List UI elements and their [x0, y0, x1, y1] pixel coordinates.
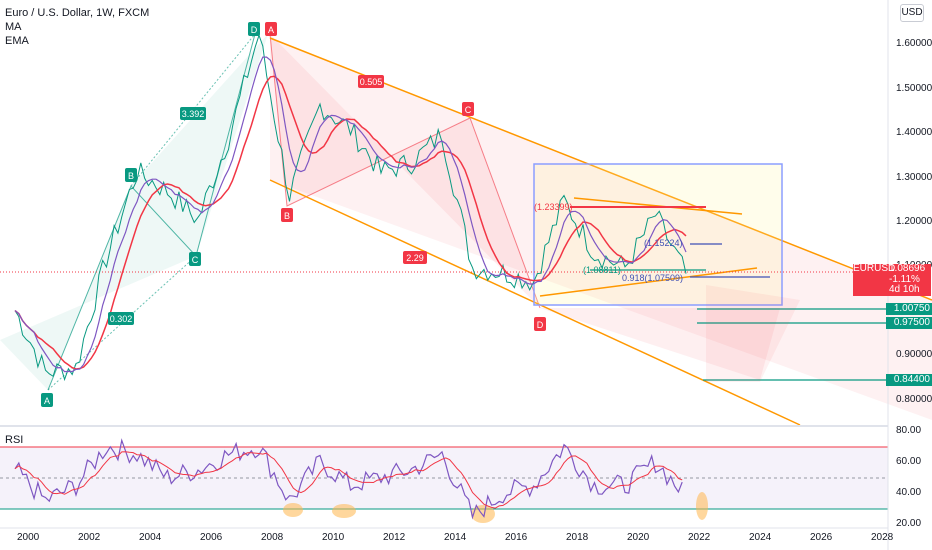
marker-c1-label: C — [192, 255, 199, 265]
descending-channel-fill — [270, 38, 932, 420]
time-axis-label: 2006 — [200, 532, 223, 543]
harmonic-bd-1 — [130, 33, 256, 187]
marker-b2 — [281, 208, 293, 222]
legend-ma[interactable]: MA — [5, 21, 22, 33]
marker-d2-label: D — [537, 320, 544, 330]
price-axis-label: 1.20000 — [896, 216, 932, 227]
marker-a2-label: A — [268, 25, 274, 35]
ema-line — [14, 56, 687, 373]
ratio-label-4 — [403, 251, 427, 264]
time-axis-label: 2000 — [17, 532, 40, 543]
legend-ema[interactable]: EMA — [5, 35, 29, 47]
level-tag-3: 0.84400 — [886, 374, 932, 386]
marker-b2-label: B — [284, 211, 290, 221]
ratio-label-3-text: 0.505 — [360, 77, 383, 87]
price-axis-label: 1.30000 — [896, 172, 932, 183]
ratio-label-1 — [108, 312, 134, 325]
channel-lower-line — [269, 179, 801, 426]
time-axis-label: 2008 — [261, 532, 284, 543]
time-axis-label: 2012 — [383, 532, 406, 543]
price-tag-change: -1.11% — [889, 273, 920, 285]
pattern-markers: A B C D A B C D — [41, 22, 546, 407]
time-axis-label: 2022 — [688, 532, 711, 543]
current-price-tag: EURUSD 1.08696 -1.11% 4d 10h — [853, 263, 931, 296]
time-axis-label: 2026 — [810, 532, 833, 543]
time-axis-label: 2014 — [444, 532, 467, 543]
marker-d1 — [248, 22, 260, 36]
time-axis-label: 2024 — [749, 532, 772, 543]
price-tag-symbol: EURUSD — [853, 263, 896, 276]
price-axis-label: 1.50000 — [896, 83, 932, 94]
time-axis-label: 2002 — [78, 532, 101, 543]
harmonic-pattern-1-lines — [47, 33, 256, 391]
triangle-lower-line — [539, 267, 758, 297]
time-axis-label: 2004 — [139, 532, 162, 543]
marker-c2 — [462, 102, 474, 116]
time-axis-label: 2016 — [505, 532, 528, 543]
rsi-ma-line — [14, 451, 683, 509]
fib-label-4: 0.918(1.07509) — [622, 273, 683, 283]
currency-button[interactable]: USD — [900, 4, 924, 22]
ratio-label-2 — [180, 107, 206, 120]
marker-c1 — [189, 252, 201, 266]
marker-d2 — [534, 317, 546, 331]
level-tag-1: 1.00750 — [886, 303, 932, 315]
time-axis-label: 2028 — [871, 532, 894, 543]
rsi-highlight-1 — [283, 503, 303, 517]
rsi-highlight-2 — [332, 504, 356, 518]
fib-label-2: (1.15224) — [644, 238, 683, 248]
marker-b1 — [125, 168, 137, 182]
rsi-axis-label: 40.00 — [896, 487, 922, 498]
time-axis-label: 2010 — [322, 532, 345, 543]
time-axis-label: 2020 — [627, 532, 650, 543]
marker-b1-label: B — [128, 171, 134, 181]
price-tag-price: 1.08696 — [889, 263, 926, 274]
price-line — [14, 33, 687, 382]
marker-c2-label: C — [465, 105, 472, 115]
fib-label-3: (1.08811) — [583, 265, 621, 275]
price-tag-values: 1.08696 -1.11% 4d 10h — [889, 263, 926, 296]
price-axis-label: 0.80000 — [896, 394, 932, 405]
marker-a2 — [265, 22, 277, 36]
price-axis-label: 1.40000 — [896, 127, 932, 138]
price-tag-countdown: 4d 10h — [889, 284, 920, 295]
marker-d1-label: D — [251, 25, 258, 35]
price-axis-label: 0.90000 — [896, 349, 932, 360]
price-series — [14, 33, 687, 382]
ratio-label-1-text: 0.302 — [110, 314, 133, 324]
level-tag-2: 0.97500 — [886, 317, 932, 329]
rsi-series — [14, 438, 683, 520]
rsi-highlights — [283, 492, 708, 523]
rsi-axis-label: 80.00 — [896, 425, 922, 436]
chart-legend: Euro / U.S. Dollar, 1W, FXCM MA EMA — [5, 6, 149, 48]
rsi-axis-label: 20.00 — [896, 518, 922, 529]
ratio-label-4-text: 2.29 — [406, 253, 424, 263]
harmonic-pattern-1-area — [0, 34, 268, 390]
rsi-legend[interactable]: RSI — [5, 434, 24, 446]
rsi-axis-label: 60.00 — [896, 456, 922, 467]
price-axis-label: 1.60000 — [896, 38, 932, 49]
rsi-highlight-4 — [696, 492, 708, 520]
harmonic-pattern-2-area — [270, 34, 780, 380]
ratio-label-2-text: 3.392 — [182, 109, 205, 119]
ratio-label-3 — [358, 75, 384, 88]
fib-label-1: (1.23399) — [534, 202, 573, 212]
ma-line — [14, 75, 687, 370]
marker-a1 — [41, 393, 53, 407]
forecast-area — [706, 285, 800, 382]
marker-a1-label: A — [44, 396, 50, 406]
rsi-highlight-3 — [471, 505, 495, 523]
rsi-line — [14, 438, 683, 520]
ratio-labels: 0.302 3.392 0.505 2.29 — [108, 75, 427, 325]
time-axis-label: 2018 — [566, 532, 589, 543]
legend-title: Euro / U.S. Dollar, 1W, FXCM — [5, 7, 150, 19]
